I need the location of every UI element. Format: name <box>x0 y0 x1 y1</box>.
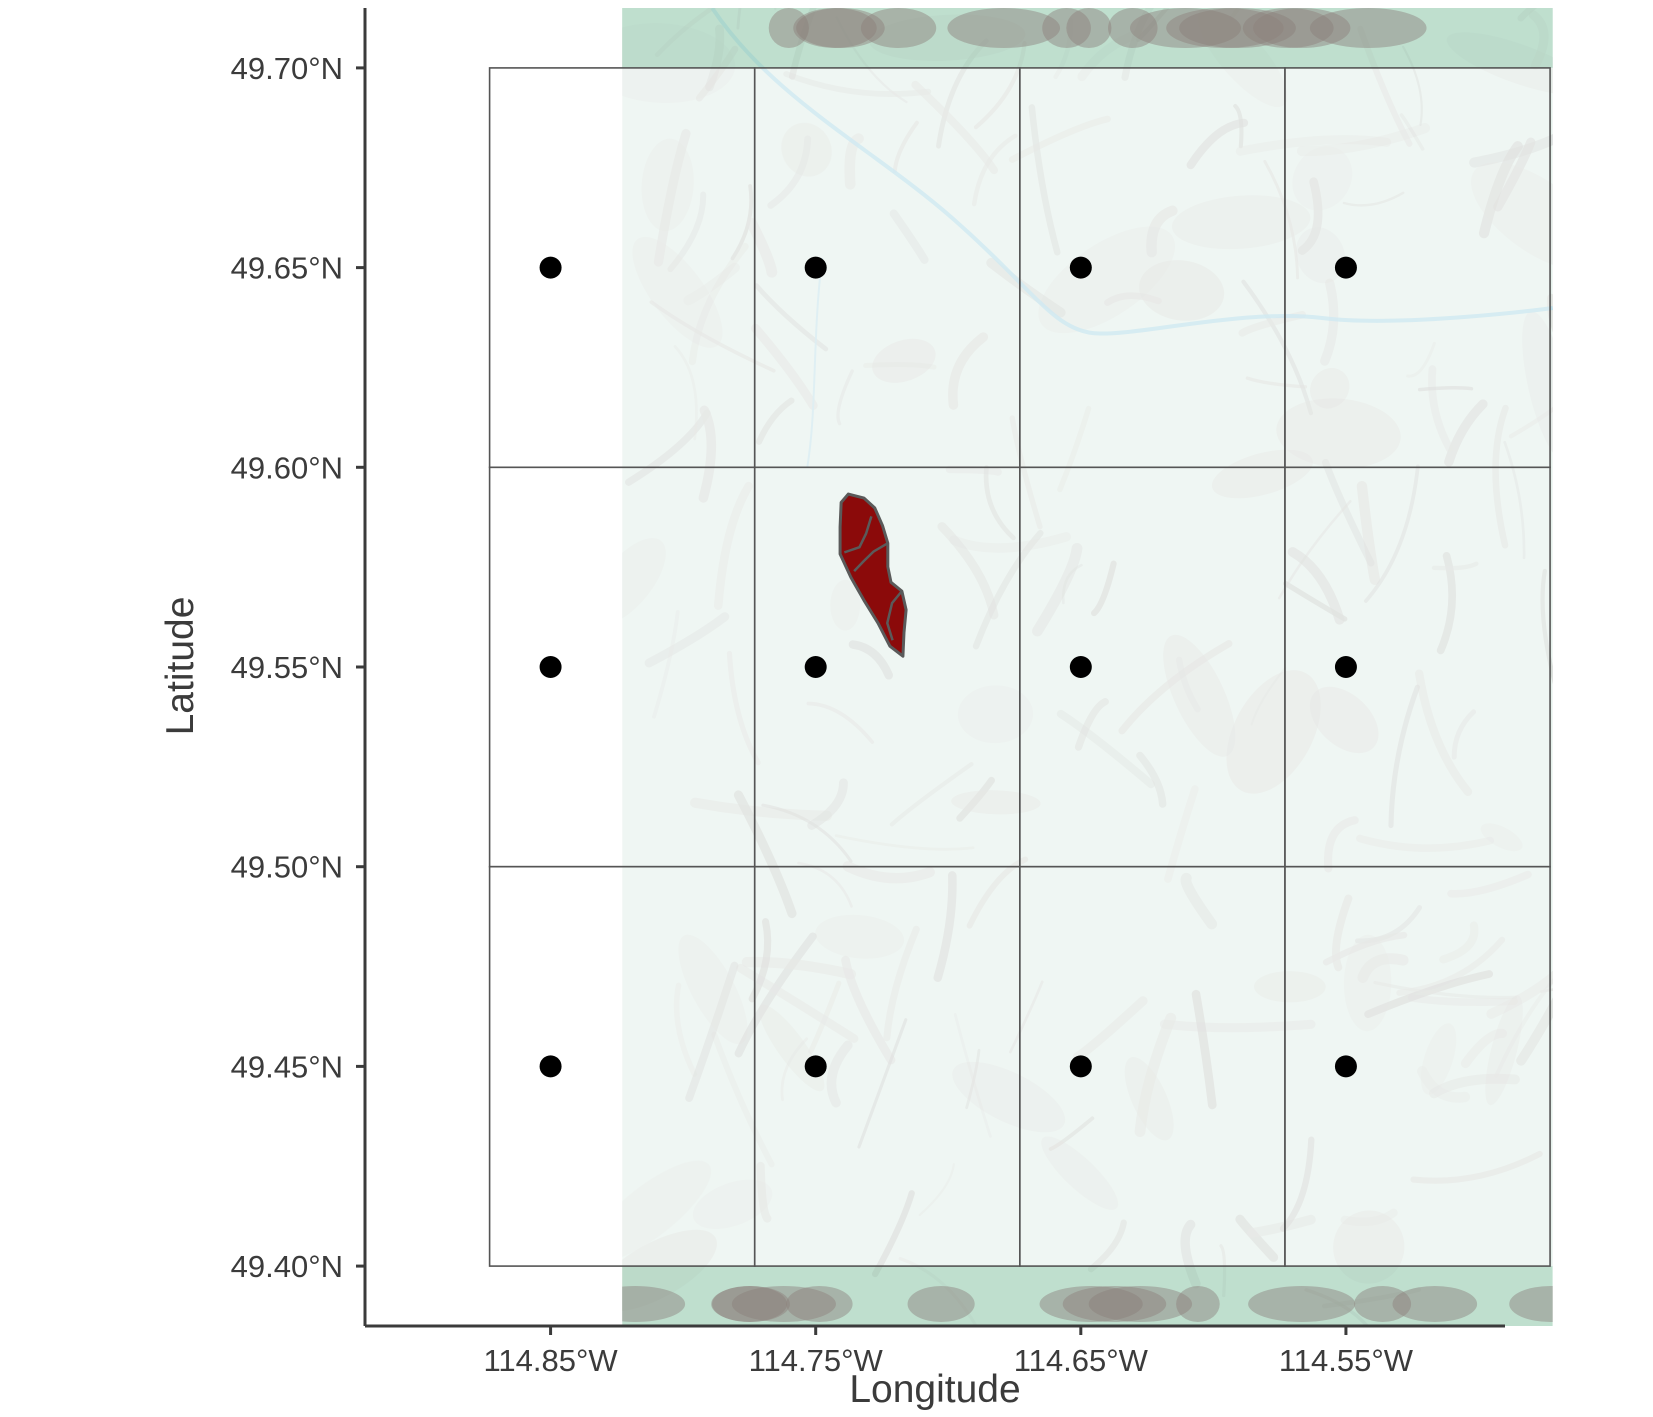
grid-point <box>1334 256 1357 279</box>
grid-cell-r2-c1 <box>753 865 1021 1267</box>
grid-point <box>539 656 562 678</box>
y-tick-label: 49.60°N <box>231 450 343 485</box>
x-tick-label: 114.75°W <box>749 1343 884 1378</box>
polygon-subdivision-line-3 <box>885 590 903 641</box>
grid-cell-r1-c0 <box>488 466 756 868</box>
grid-cell-r1-c2 <box>1019 466 1286 868</box>
grid-cell-r0-c3 <box>1284 67 1551 469</box>
grid-point <box>539 1055 562 1078</box>
grid-cell-r2-c0 <box>488 865 756 1267</box>
grid-cell-r0-c2 <box>1019 67 1286 469</box>
x-tick-label: 114.55°W <box>1279 1343 1414 1378</box>
grid-cell-r2-c3 <box>1284 865 1551 1267</box>
grid-point <box>1069 256 1092 279</box>
x-axis-ticks: 114.85°W 114.75°W 114.65°W 114.55°W <box>483 1326 1414 1378</box>
grid-cell-r0-c0 <box>488 67 756 469</box>
y-tick-label: 49.70°N <box>231 51 343 86</box>
y-tick-label: 49.40°N <box>231 1249 343 1284</box>
y-tick-label: 49.65°N <box>231 251 343 286</box>
basemap <box>622 8 1553 1326</box>
grid-point <box>1334 1055 1357 1078</box>
grid-point <box>804 1055 827 1078</box>
y-tick-label: 49.45°N <box>231 1049 343 1084</box>
grid-cell-r1-c3 <box>1284 466 1551 868</box>
grid-point <box>804 656 827 678</box>
grid-cell-r1-c1 <box>753 466 1021 868</box>
rivers <box>710 8 1553 469</box>
grid-cell-r2-c2 <box>1019 865 1286 1267</box>
grid-point <box>539 256 562 279</box>
y-tick-label: 49.55°N <box>231 650 343 685</box>
y-axis-ticks: 49.70°N 49.65°N 49.60°N 49.55°N 49.50°N 49.45… <box>231 51 365 1284</box>
polygon-subdivision-line-2 <box>853 542 889 573</box>
basemap-edge-bands <box>622 8 1553 1326</box>
x-tick-label: 114.65°W <box>1014 1343 1149 1378</box>
grid-point <box>1334 656 1357 678</box>
grid-point <box>1069 1055 1092 1078</box>
grid-cells <box>488 67 1551 1267</box>
study-area-polygon-layer <box>838 492 908 658</box>
x-axis-title: Longitude <box>849 1368 1020 1411</box>
grid-point <box>1069 656 1092 678</box>
grid-cell-r0-c1 <box>753 67 1021 469</box>
axes: 49.70°N 49.65°N 49.60°N 49.55°N 49.50°N 49.45… <box>231 8 1505 1378</box>
y-tick-label: 49.50°N <box>231 850 343 885</box>
y-axis-title: Latitude <box>159 597 202 736</box>
grid-points <box>539 256 1357 1078</box>
grid-point <box>804 256 827 279</box>
polygon-subdivision-line-1 <box>843 516 873 554</box>
x-tick-label: 114.85°W <box>483 1343 618 1378</box>
